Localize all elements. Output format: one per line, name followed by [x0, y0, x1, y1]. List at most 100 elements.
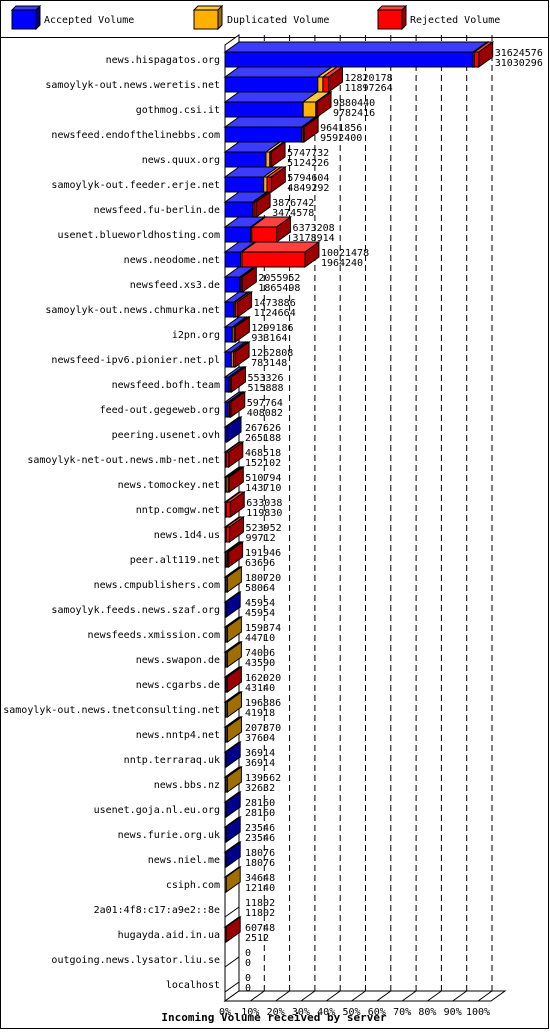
server-label: peering.usenet.ovh — [112, 430, 220, 441]
total-value-label: 5794604 — [287, 173, 329, 184]
server-label: news.nntp4.net — [136, 730, 220, 741]
bar-rejected-front — [232, 351, 236, 368]
bar-rejected — [233, 291, 254, 318]
accepted-value-label: 37604 — [245, 733, 275, 744]
bar-rejected — [301, 116, 320, 143]
server-label: newsfeeds.xmission.com — [88, 630, 220, 641]
bar-accepted-front — [224, 601, 227, 618]
accepted-value-label: 119830 — [246, 508, 282, 519]
accepted-value-label: 3178914 — [293, 233, 335, 244]
bar-accepted-front — [224, 151, 267, 168]
bar-accepted-front — [224, 76, 319, 93]
bar-rejected-front — [225, 501, 231, 518]
total-value-label: 553326 — [247, 373, 283, 384]
total-value-label: 3876742 — [272, 198, 314, 209]
accepted-value-label: 4849292 — [287, 183, 329, 194]
bar-accepted-front — [224, 51, 474, 68]
bar-rejected-front — [251, 226, 278, 243]
x-tick-label: 20% — [267, 1007, 285, 1018]
total-value-label: 6373208 — [293, 223, 335, 234]
server-label: news.quux.org — [142, 155, 220, 166]
accepted-value-label: 44710 — [245, 633, 275, 644]
total-value-label: 9641856 — [320, 123, 362, 134]
server-label: newsfeed.fu-berlin.de — [94, 205, 220, 216]
bar-rejected — [321, 66, 345, 93]
server-label: samoylyk-out.news.weretis.net — [45, 80, 220, 91]
accepted-value-label: 2512 — [245, 933, 269, 944]
accepted-value-label: 99712 — [245, 533, 275, 544]
server-label: newsfeed.xs3.de — [130, 280, 220, 291]
bar-rejected-front — [269, 151, 272, 168]
bar-duplicated — [224, 766, 243, 793]
legend-rejected-label: Rejected Volume — [410, 15, 500, 26]
x-tick-label: 40% — [317, 1007, 335, 1018]
accepted-value-label: 408082 — [247, 408, 283, 419]
bar-empty — [224, 906, 240, 918]
bar-accepted-front — [224, 426, 228, 443]
server-label: news.niel.me — [148, 855, 220, 866]
bar-accepted-top — [223, 66, 334, 78]
total-value-label: 60748 — [245, 923, 275, 934]
bar-duplicated-front — [224, 876, 227, 893]
accepted-value-label: 43140 — [245, 683, 275, 694]
total-value-label: 468518 — [245, 448, 281, 459]
bar-rejected — [268, 141, 287, 168]
total-value-label: 5747732 — [287, 148, 329, 159]
server-label: news.cgarbs.de — [136, 680, 220, 691]
bar-accepted — [223, 841, 242, 868]
server-label: news.neodome.net — [124, 255, 220, 266]
bar-duplicated — [224, 641, 243, 668]
bar-accepted-front — [224, 326, 233, 343]
bar-rejected — [472, 41, 495, 68]
bar-accepted-front — [224, 351, 232, 368]
total-value-label: 10021478 — [321, 248, 369, 259]
bar-duplicated-front — [302, 101, 317, 118]
bar-rejected-front — [226, 551, 230, 568]
bar-rejected — [224, 491, 246, 518]
plot-area: 0% 10% 20% 30% 40% 50% 60% 70% 80% 90% 100% news.hi… — [3, 34, 543, 1018]
total-value-label: 28160 — [245, 798, 275, 809]
total-value-label: 36914 — [245, 748, 275, 759]
gridline-floor-80 — [427, 990, 442, 1002]
server-label: peer.alt119.net — [130, 555, 220, 566]
bar-rejected — [224, 441, 245, 468]
bar-accepted — [223, 41, 489, 68]
bar-accepted-front — [224, 251, 242, 268]
accepted-value-label: 36914 — [245, 758, 275, 769]
bar-rejected-front — [234, 301, 239, 318]
server-label: news.furie.org.uk — [118, 830, 220, 841]
server-label: samoylyk-out.news.chmurka.net — [45, 305, 220, 316]
accepted-value-label: 5124226 — [287, 158, 329, 169]
bar-duplicated — [224, 566, 243, 593]
bar-accepted-front — [224, 301, 235, 318]
accepted-value-label: 1865498 — [258, 283, 300, 294]
gridline-floor-50 — [351, 990, 366, 1002]
server-label: samoylyk-out.news.tnetconsulting.net — [3, 705, 220, 716]
bar-rejected-front — [240, 276, 243, 293]
total-value-label: 139562 — [245, 773, 281, 784]
accepted-value-label: 23546 — [245, 833, 275, 844]
bar-duplicated-front — [225, 626, 228, 643]
accepted-value-label: 18076 — [245, 858, 275, 869]
bar-rejected — [227, 391, 247, 418]
bar-duplicated-front — [225, 576, 228, 593]
bar-accepted — [223, 741, 242, 768]
total-value-label: 18076 — [245, 848, 275, 859]
x-tick-label: 10% — [241, 1007, 259, 1018]
bar-accepted — [223, 816, 242, 843]
bar-rejected — [240, 241, 321, 268]
bar-rejected-front — [473, 51, 480, 68]
server-label: samoylyk.feeds.news.szaf.org — [51, 605, 220, 616]
bar-duplicated — [223, 866, 242, 893]
accepted-value-label: 1964240 — [321, 258, 363, 269]
total-value-label: 196886 — [245, 698, 281, 709]
accepted-value-label: 0 — [245, 958, 251, 969]
legend-duplicated-label: Duplicated Volume — [227, 15, 329, 26]
accepted-value-label: 58064 — [245, 583, 275, 594]
bar-rejected-front — [225, 676, 228, 693]
gridline-floor-100 — [477, 990, 493, 1002]
server-label: usenet.blueworldhosting.com — [57, 230, 220, 241]
bar-accepted-front — [224, 751, 227, 768]
server-label: newsfeed.bofh.team — [112, 380, 220, 391]
total-value-label: 11802 — [245, 898, 275, 909]
